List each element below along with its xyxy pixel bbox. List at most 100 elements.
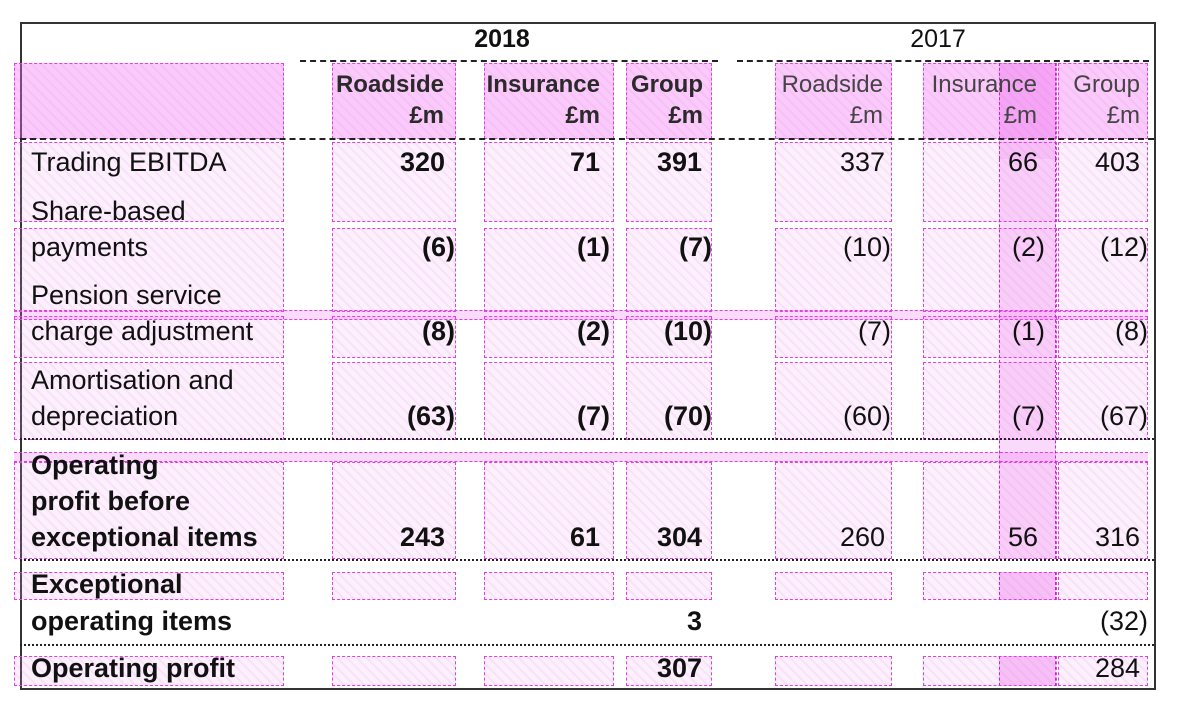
value-roadside-2018: (63) [406,401,455,431]
total-divider [20,644,1154,646]
value-group-2017: 316 [1094,522,1140,552]
value-roadside-2017: 337 [839,147,885,177]
financial-table-frame [20,22,1156,690]
row-label-exceptional-line1: Exceptional [31,569,183,599]
row-cell [923,316,1057,358]
value-insurance-2017: 66 [1007,147,1038,177]
value-insurance-2018: 71 [569,147,600,177]
row-cell [14,142,284,222]
value-roadside-2017: (10) [842,232,891,262]
column-highlight [999,656,1056,686]
col-header-roadside-2017: Roadside £m [781,71,883,129]
value-insurance-2018: (2) [577,316,610,346]
value-roadside-2018: (8) [422,316,455,346]
row-label-operating-profit: Operating profit [31,653,235,683]
header-divider [20,138,1154,140]
row-cell [332,142,456,222]
header-cell [626,63,712,139]
row-cell [484,316,614,358]
col-header-group-2018: Group £m [631,71,703,129]
row-cell [14,462,284,559]
value-group-2017: 403 [1094,147,1140,177]
value-group-2018: 3 [686,606,702,636]
row-label-share-based-line2: payments [31,232,149,262]
value-group-2017: (8) [1115,316,1148,346]
row-cell [484,572,614,600]
value-insurance-2017: (7) [1012,401,1045,431]
row-cell [332,462,456,559]
row-cell [626,362,712,440]
year-underline-2017 [737,60,1149,62]
year-underline-2018 [300,60,718,62]
row-cell [626,228,712,312]
row-label-opbei-line2: profit before [31,486,190,516]
row-cell [923,572,1057,600]
row-cell [775,142,892,222]
value-insurance-2017: 56 [1007,522,1038,552]
row-cell [14,228,284,312]
row-cell [332,228,456,312]
row-label-opbei-line1: Operating [31,450,159,480]
row-cell [775,362,892,440]
row-cell [1058,228,1148,312]
value-group-2018: 304 [656,522,702,552]
row-cell [484,362,614,440]
row-label-exceptional-line2: operating items [31,606,233,636]
value-roadside-2018: 320 [399,147,445,177]
row-cell [1058,316,1148,358]
row-cell [1058,572,1148,600]
row-cell [14,316,284,358]
value-roadside-2017: (7) [858,316,891,346]
row-band [14,452,1148,462]
row-cell [923,228,1057,312]
row-cell [484,656,614,686]
row-label-pension-line1: Pension service [31,280,222,310]
header-cell [775,63,892,139]
value-insurance-2018: 61 [569,522,600,552]
row-cell [1058,462,1148,559]
column-highlight [999,63,1056,159]
row-cell [923,142,1057,222]
row-cell [1058,656,1148,686]
value-roadside-2017: 260 [839,522,885,552]
column-highlight [999,572,1056,600]
row-cell [775,462,892,559]
row-cell [775,572,892,600]
row-cell [484,228,614,312]
row-cell [626,316,712,358]
value-group-2018: 391 [656,147,702,177]
row-cell [775,316,892,358]
year-header-current: 2018 [474,25,530,53]
value-roadside-2018: (6) [422,232,455,262]
row-label-share-based-line1: Share-based [31,196,186,226]
row-cell [14,572,284,600]
value-roadside-2017: (60) [842,401,891,431]
row-band [14,310,1148,320]
row-label-pension-line2: charge adjustment [31,316,254,346]
value-group-2017: (67) [1099,401,1148,431]
value-insurance-2018: (1) [577,232,610,262]
row-cell [332,316,456,358]
value-group-2017: (32) [1099,606,1148,636]
row-cell [332,572,456,600]
row-cell [332,656,456,686]
row-cell [14,656,284,686]
value-group-2018: 307 [656,653,702,683]
row-cell [626,656,712,686]
row-cell [626,572,712,600]
value-insurance-2018: (7) [577,401,610,431]
exceptional-divider [20,559,1154,561]
row-label-amortisation-line1: Amortisation and [31,365,234,395]
subtotal-divider [20,438,1154,440]
value-group-2017: 284 [1094,653,1140,683]
header-label-cell [14,63,284,139]
value-insurance-2017: (2) [1012,232,1045,262]
value-roadside-2018: 243 [399,522,445,552]
col-header-insurance-2017: Insurance £m [931,71,1037,129]
row-cell [626,462,712,559]
value-group-2018: (7) [679,232,712,262]
value-insurance-2017: (1) [1012,316,1045,346]
row-label-trading-ebitda: Trading EBITDA [31,147,227,177]
row-cell [923,462,1057,559]
row-cell [484,142,614,222]
